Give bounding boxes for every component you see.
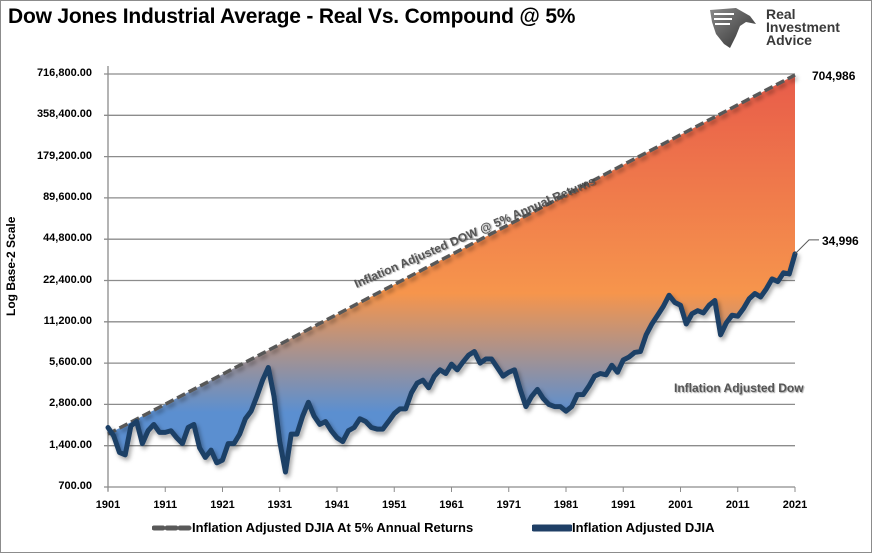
x-tick-label: 1961 bbox=[439, 499, 464, 511]
x-tick-label: 1911 bbox=[153, 499, 178, 511]
logo: Real Investment Advice bbox=[706, 6, 866, 52]
real-end-leader-line bbox=[794, 239, 819, 255]
y-tick-label: 716,800.00 bbox=[36, 67, 92, 79]
logo-text: Real Investment Advice bbox=[766, 6, 840, 48]
gap-area-fill bbox=[108, 74, 795, 473]
legend-item-compound: Inflation Adjusted DJIA At 5% Annual Ret… bbox=[152, 520, 473, 535]
x-tick-label: 1971 bbox=[496, 499, 521, 511]
legend-label-real: Inflation Adjusted DJIA bbox=[572, 520, 715, 535]
y-tick-label: 89,600.00 bbox=[43, 190, 92, 203]
x-tick-label: 1991 bbox=[611, 499, 636, 511]
y-tick-label: 358,400.00 bbox=[36, 108, 92, 121]
y-tick-label: 5,600.00 bbox=[49, 356, 92, 369]
x-tick-label: 1941 bbox=[324, 499, 350, 511]
legend-label-compound: Inflation Adjusted DJIA At 5% Annual Ret… bbox=[192, 520, 474, 535]
y-tick-label: 44,800.00 bbox=[43, 232, 92, 245]
logo-line-3: Advice bbox=[766, 32, 812, 48]
eagle-shield-icon bbox=[710, 8, 756, 48]
y-tick-label: 1,400.00 bbox=[49, 438, 92, 451]
compound-end-label: 704,986 bbox=[812, 69, 856, 83]
y-tick-label: 11,200.00 bbox=[43, 314, 92, 327]
x-tick-label: 1981 bbox=[553, 499, 579, 511]
real-series-line bbox=[105, 251, 798, 475]
y-tick-label: 2,800.00 bbox=[49, 397, 92, 410]
y-tick-label: 179,200.00 bbox=[36, 149, 92, 162]
real-end-label: 34,996 bbox=[822, 234, 859, 248]
x-tick-label: 1921 bbox=[210, 499, 235, 511]
real-line-label: Inflation Adjusted Dow bbox=[674, 381, 804, 395]
y-tick-label: 700.00 bbox=[58, 480, 92, 492]
x-tick-label: 1901 bbox=[95, 499, 121, 511]
x-tick-label: 1951 bbox=[382, 499, 407, 511]
y-tick-label: 22,400.00 bbox=[43, 273, 92, 286]
dashed-line-icon bbox=[152, 525, 192, 530]
logo-line-1: Real bbox=[766, 6, 796, 22]
x-tick-label: 2011 bbox=[725, 499, 750, 511]
solid-line-icon bbox=[532, 524, 572, 531]
logo-line-2: Investment bbox=[766, 19, 840, 35]
chart-title: Dow Jones Industrial Average - Real Vs. … bbox=[8, 5, 576, 28]
x-tick-label: 2021 bbox=[782, 499, 808, 511]
x-tick-label: 2001 bbox=[668, 499, 693, 511]
legend-item-real: Inflation Adjusted DJIA bbox=[532, 520, 715, 535]
x-tick-label: 1931 bbox=[267, 499, 292, 511]
